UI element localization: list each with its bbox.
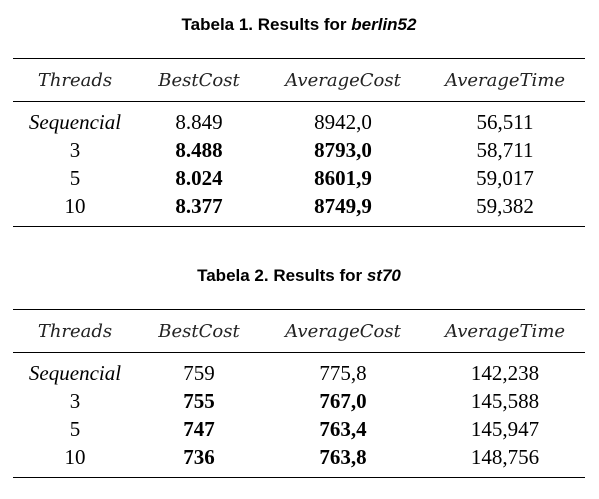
table-row: 5 8.024 8601,9 59,017	[13, 164, 585, 192]
table-1-caption-prefix: Tabela 1. Results for	[181, 15, 352, 34]
cell-average-time: 142,238	[470, 360, 540, 385]
table-2-header-row: Threads BestCost AverageCost AverageTime	[13, 309, 585, 353]
cell-best-cost: 8.377	[137, 192, 261, 227]
table-2-caption: Tabela 2. Results for st70	[13, 263, 585, 289]
cell-best-cost: 747	[183, 416, 215, 441]
cell-average-time: 59,382	[425, 192, 585, 227]
cell-best-cost: 8.849	[175, 109, 223, 134]
table-1-block: Tabela 1. Results for berlin52 Threads B…	[13, 12, 585, 227]
cell-best-cost: 8.488	[175, 137, 223, 162]
cell-average-cost: 8601,9	[314, 165, 372, 190]
table-row: 3 755 767,0 145,588	[13, 387, 585, 415]
table-row: 10 736 763,8 148,756	[13, 443, 585, 478]
table-1-caption-name: berlin52	[351, 15, 417, 34]
cell-average-time: 145,947	[470, 416, 540, 441]
table-row: 10 8.377 8749,9 59,382	[13, 192, 585, 227]
cell-average-cost: 775,8	[319, 360, 367, 385]
cell-best-cost: 736	[137, 443, 261, 478]
cell-average-cost: 8793,0	[314, 137, 372, 162]
cell-best-cost: 755	[183, 388, 215, 413]
header-best-cost: BestCost	[137, 58, 261, 102]
header-threads: Threads	[13, 309, 137, 353]
cell-best-cost: 759	[183, 360, 215, 385]
cell-threads: 3	[69, 137, 81, 162]
table-row: Sequencial 759 775,8 142,238	[13, 353, 585, 388]
table-row: Sequencial 8.849 8942,0 56,511	[13, 102, 585, 137]
cell-average-cost: 8942,0	[314, 109, 372, 134]
table-1: Threads BestCost AverageCost AverageTime…	[13, 58, 585, 227]
table-2-caption-name: st70	[366, 266, 401, 285]
header-average-cost: AverageCost	[261, 58, 425, 102]
table-row: 5 747 763,4 145,947	[13, 415, 585, 443]
header-best-cost: BestCost	[137, 309, 261, 353]
cell-average-time: 145,588	[470, 388, 540, 413]
cell-threads: 3	[69, 388, 81, 413]
header-average-time: AverageTime	[425, 309, 585, 353]
cell-average-time: 148,756	[425, 443, 585, 478]
cell-threads: Sequencial	[28, 360, 122, 385]
cell-threads: 10	[13, 443, 137, 478]
cell-average-time: 56,511	[476, 109, 534, 134]
cell-best-cost: 8.024	[175, 165, 223, 190]
cell-average-cost: 767,0	[319, 388, 367, 413]
table-1-header-row: Threads BestCost AverageCost AverageTime	[13, 58, 585, 102]
table-2: Threads BestCost AverageCost AverageTime…	[13, 309, 585, 478]
cell-average-cost: 8749,9	[261, 192, 425, 227]
header-average-cost: AverageCost	[261, 309, 425, 353]
cell-average-time: 58,711	[476, 137, 534, 162]
cell-threads: 10	[13, 192, 137, 227]
cell-average-cost: 763,4	[319, 416, 367, 441]
cell-average-cost: 763,8	[261, 443, 425, 478]
cell-threads: 5	[69, 165, 81, 190]
cell-threads: 5	[69, 416, 81, 441]
header-threads: Threads	[13, 58, 137, 102]
table-1-caption: Tabela 1. Results for berlin52	[13, 12, 585, 38]
table-row: 3 8.488 8793,0 58,711	[13, 136, 585, 164]
header-average-time: AverageTime	[425, 58, 585, 102]
cell-average-time: 59,017	[476, 165, 534, 190]
cell-threads: Sequencial	[28, 109, 122, 134]
table-2-block: Tabela 2. Results for st70 Threads BestC…	[13, 263, 585, 478]
table-2-caption-prefix: Tabela 2. Results for	[197, 266, 367, 285]
